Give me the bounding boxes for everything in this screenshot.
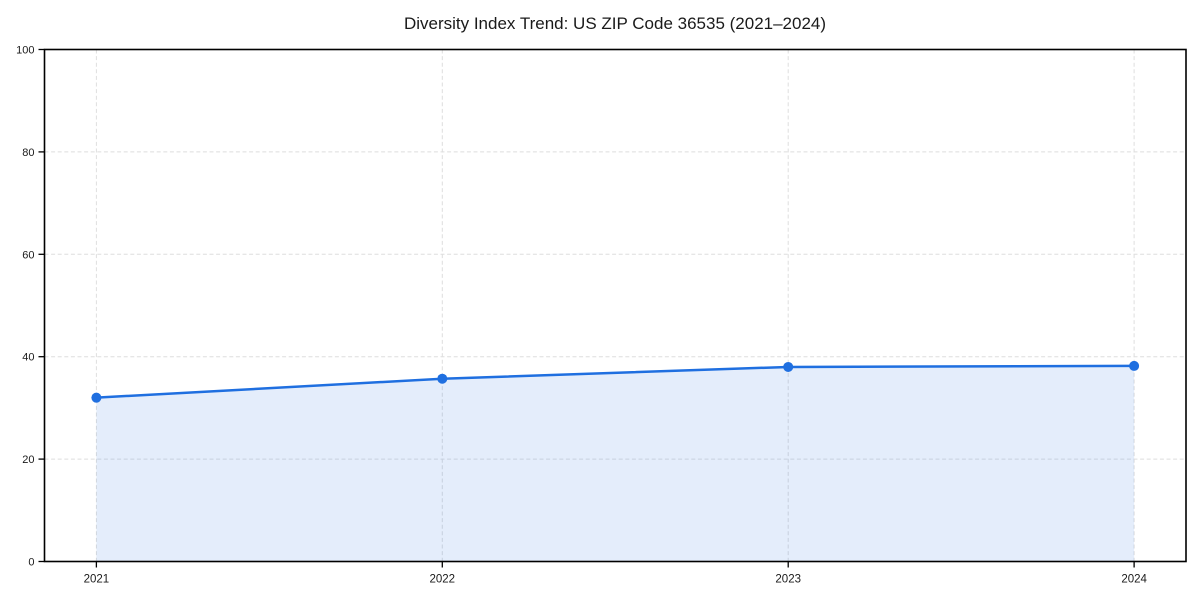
- x-axis-tick-label: 2023: [775, 574, 801, 586]
- x-axis-tick-label: 2022: [429, 574, 455, 586]
- data-point-2022: [437, 373, 448, 384]
- axes-border: [43, 48, 1187, 563]
- y-axis-tick-label: 80: [22, 147, 34, 159]
- data-point-2023: [783, 361, 794, 372]
- y-axis-tick-label: 40: [22, 352, 34, 364]
- y-axis-tick-label: 60: [22, 249, 34, 261]
- x-axis-tick-label: 2021: [84, 574, 110, 586]
- area-fill: [96, 365, 1135, 562]
- y-axis-tick-label: 0: [28, 557, 34, 569]
- data-point-2021: [91, 392, 102, 403]
- y-axis-tick-label: 100: [16, 45, 34, 57]
- y-axis-tick-label: 20: [22, 454, 34, 466]
- chart-title: Diversity Index Trend: US ZIP Code 36535…: [403, 14, 827, 33]
- data-point-2024: [1129, 360, 1140, 371]
- trend-line: [95, 364, 1136, 399]
- x-axis-tick-label: 2024: [1121, 574, 1147, 586]
